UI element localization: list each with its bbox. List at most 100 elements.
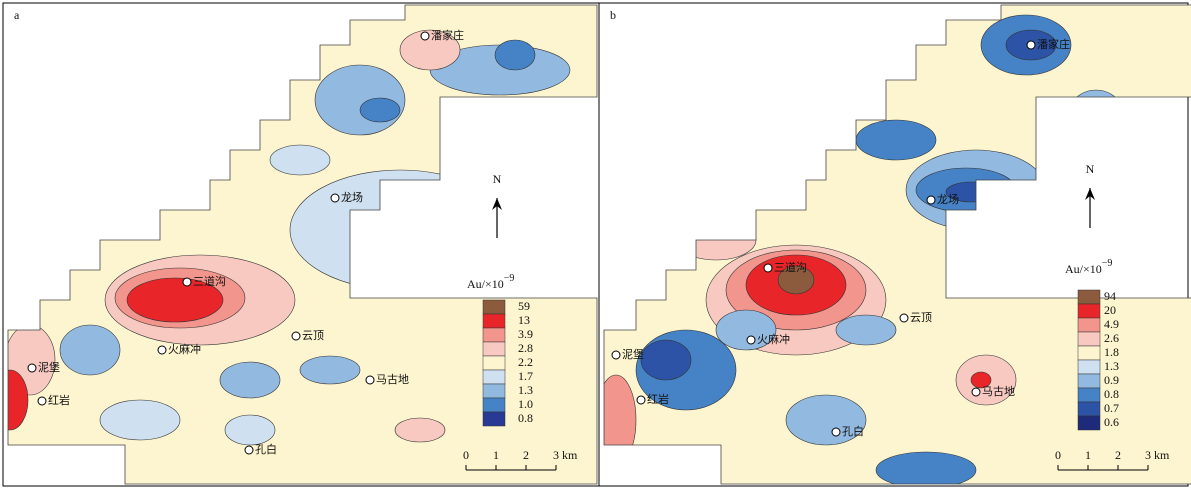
legend-title: Au/×10−9 xyxy=(1065,258,1112,275)
legend-label: 3.9 xyxy=(518,327,533,341)
place-name: 三道沟 xyxy=(774,260,807,274)
place-marker xyxy=(291,331,301,341)
contour-zone xyxy=(855,119,937,161)
legend-swatch xyxy=(1077,373,1101,389)
legend-swatch xyxy=(482,313,506,329)
contour-zone xyxy=(289,169,511,291)
place-name: 火麻冲 xyxy=(757,332,790,346)
scale-label: 3 km xyxy=(1145,448,1170,462)
legend-exponent: −9 xyxy=(1102,258,1113,269)
contour-zone xyxy=(1070,89,1122,131)
place-name: 泥堡 xyxy=(38,360,60,374)
legend-swatch xyxy=(482,411,506,427)
place-marker xyxy=(182,277,192,287)
contour-zone xyxy=(970,371,992,389)
place-marker xyxy=(37,396,47,406)
legend-exponent: −9 xyxy=(504,273,515,284)
legend-label: 1.3 xyxy=(518,383,533,397)
place-marker xyxy=(365,375,375,385)
contour-zone xyxy=(299,355,361,385)
legend-label: 2.2 xyxy=(518,355,533,369)
place-marker xyxy=(1026,40,1036,50)
place-marker xyxy=(611,350,621,360)
place-name: 潘家庄 xyxy=(1037,37,1070,51)
place-name: 龙场 xyxy=(937,192,959,206)
panel-label: a xyxy=(14,8,20,22)
legend-label: 94 xyxy=(1104,289,1116,303)
contour-zone xyxy=(399,29,461,71)
scale-label: 2 xyxy=(523,448,529,462)
place-name: 孔白 xyxy=(255,442,277,456)
place-name: 云顶 xyxy=(910,311,932,324)
legend-label: 4.9 xyxy=(1104,317,1119,331)
legend-swatch xyxy=(1077,331,1101,347)
contour-zone xyxy=(777,265,815,295)
legend-label: 0.9 xyxy=(1104,373,1119,387)
legend-swatch xyxy=(1077,359,1101,375)
legend-swatch xyxy=(482,299,506,315)
place-marker xyxy=(244,445,254,455)
place-marker xyxy=(330,193,340,203)
legend-swatch xyxy=(482,369,506,385)
place-name: 云顶 xyxy=(302,329,324,342)
contour-zone xyxy=(494,39,536,71)
place-name: 潘家庄 xyxy=(431,28,464,42)
place-name: 红岩 xyxy=(48,393,70,407)
panel-frame xyxy=(598,2,1189,487)
place-marker xyxy=(831,427,841,437)
contour-zone xyxy=(640,339,692,381)
place-marker xyxy=(763,263,773,273)
legend-label: 0.8 xyxy=(1104,387,1119,401)
contour-zone xyxy=(359,97,401,123)
contour-zone xyxy=(126,277,224,323)
place-marker xyxy=(420,31,430,41)
contours xyxy=(8,5,597,484)
legend-label: 0.8 xyxy=(518,411,533,425)
legend-label: 2.6 xyxy=(1104,331,1119,345)
north-label: N xyxy=(493,172,502,186)
legend-label: 1.3 xyxy=(1104,359,1119,373)
contours xyxy=(604,5,1191,484)
contour-zone xyxy=(224,414,276,446)
contour-zone xyxy=(59,324,121,376)
place-marker xyxy=(899,313,909,323)
legend-swatch xyxy=(1077,289,1101,305)
legend-swatch xyxy=(1077,387,1101,403)
place-name: 红岩 xyxy=(647,392,669,406)
contour-zone xyxy=(835,314,897,346)
contour-zone xyxy=(219,361,281,399)
place-marker xyxy=(157,345,167,355)
place-marker xyxy=(971,387,981,397)
place-marker xyxy=(746,335,756,345)
north-arrow-head xyxy=(1085,188,1095,200)
scale-label: 3 km xyxy=(553,448,578,462)
place-name: 龙场 xyxy=(341,190,363,204)
place-name: 马古地 xyxy=(982,385,1015,398)
legend-swatch xyxy=(482,383,506,399)
place-name: 孔白 xyxy=(842,424,864,438)
scale-label: 0 xyxy=(1055,448,1061,462)
legend-swatch xyxy=(1077,415,1101,431)
contour-zone xyxy=(785,394,867,446)
place-marker xyxy=(636,395,646,405)
legend-swatch xyxy=(482,355,506,371)
contour-zone xyxy=(269,144,331,176)
north-label: N xyxy=(1086,162,1095,176)
legend-label: 20 xyxy=(1104,303,1116,317)
legend-label: 1.8 xyxy=(1104,345,1119,359)
panel-label: b xyxy=(610,8,616,22)
place-marker xyxy=(27,363,37,373)
legend-label: 0.7 xyxy=(1104,401,1119,415)
contour-zone xyxy=(875,451,977,484)
north-arrow-head xyxy=(492,198,502,210)
scale-label: 2 xyxy=(1115,448,1121,462)
legend-title: Au/×10−9 xyxy=(467,273,514,290)
scale-label: 0 xyxy=(463,448,469,462)
contour-zone xyxy=(8,369,29,431)
map-outline xyxy=(7,4,598,485)
contour-zone xyxy=(715,309,777,351)
legend-label: 59 xyxy=(518,299,530,313)
contour-zone xyxy=(394,417,446,443)
